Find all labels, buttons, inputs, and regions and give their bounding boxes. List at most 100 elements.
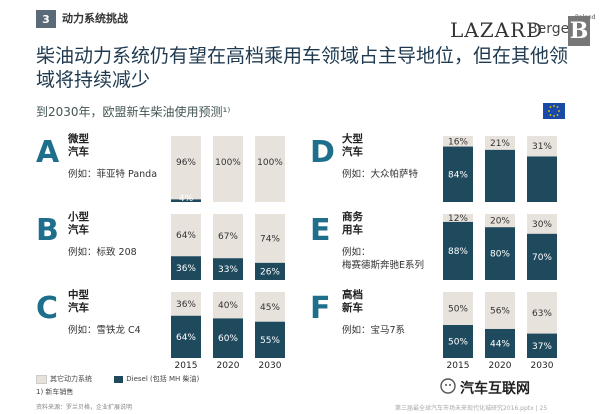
roland-berger-logo-mark: B	[568, 16, 590, 46]
label-diesel-b-2015: 36%	[176, 264, 196, 274]
panel-title-line2-a: 汽车	[68, 145, 89, 158]
bar-other-d-2030	[527, 136, 557, 157]
label-other-b-2020: 67%	[218, 232, 238, 242]
bar-diesel-e-2015	[443, 221, 473, 280]
bar-other-b-2030	[255, 214, 285, 263]
label-diesel-f-2030: 37%	[532, 342, 552, 352]
label-other-d-2020: 21%	[490, 139, 510, 149]
panel-title-line1-a: 微型	[67, 132, 89, 145]
bar-other-a-2020	[213, 136, 243, 202]
label-diesel-e-2030: 70%	[532, 253, 552, 263]
panel-example-b: 例如：标致 208	[68, 246, 137, 258]
label-diesel-c-2020: 60%	[218, 334, 238, 344]
label-diesel-b-2020: 33%	[218, 265, 238, 275]
chart-legend: 其它动力系统 Diesel (包括 MH 柴油) 1) 新车销售	[36, 374, 596, 404]
panel-example-c: 例如：雪铁龙 C4	[68, 324, 141, 336]
label-other-d-2030: 31%	[532, 142, 552, 152]
bar-other-b-2015	[171, 214, 201, 257]
bar-diesel-c-2030	[255, 321, 285, 358]
bar-other-a-2015	[171, 136, 201, 200]
legend-swatch-diesel	[114, 375, 124, 383]
panel-title-line2-e: 用车	[341, 223, 363, 236]
legend-swatch-other	[36, 374, 47, 384]
bar-diesel-b-2015	[171, 256, 201, 280]
bar-diesel-b-2020	[213, 258, 243, 280]
footer-text: 第三届最全球汽车市场未来现代化城研究2016.pptx | 25	[395, 405, 548, 412]
label-other-f-2030: 63%	[532, 309, 552, 319]
section-title: 动力系统挑战	[62, 12, 128, 25]
panel-letter-f: F	[310, 291, 331, 326]
bar-diesel-b-2030	[255, 262, 285, 280]
label-diesel-e-2020: 80%	[490, 250, 510, 260]
panel-title-line2-c: 汽车	[68, 301, 89, 314]
section-number-badge: 3	[36, 10, 56, 28]
label-diesel-f-2015: 50%	[448, 338, 468, 348]
label-other-b-2030: 74%	[260, 234, 280, 244]
panel-letter-b: B	[36, 213, 59, 248]
bar-diesel-c-2020	[213, 318, 243, 358]
label-diesel-b-2030: 26%	[260, 267, 280, 277]
panel-title-line1-e: 商务	[342, 210, 363, 223]
label-other-d-2015: 16%	[448, 137, 468, 147]
panel-letter-e: E	[310, 213, 331, 248]
label-other-a-2020: 100%	[215, 158, 241, 168]
label-other-f-2015: 50%	[448, 305, 468, 315]
panel-title-line2-f: 新车	[342, 301, 363, 314]
panel-letter-d: D	[310, 135, 335, 170]
legend-label-diesel: Diesel (包括 MH 柴油)	[126, 375, 200, 383]
bar-other-f-2020	[485, 292, 515, 329]
bar-other-b-2020	[213, 214, 243, 259]
panel-title-line2-b: 汽车	[68, 223, 89, 236]
bar-other-a-2030	[255, 136, 285, 202]
bar-other-f-2015	[443, 292, 473, 325]
label-diesel-f-2020: 44%	[490, 339, 510, 349]
chart-subtitle: 到2030年，欧盟新车柴油使用预测¹⁾	[36, 105, 231, 119]
label-other-e-2020: 20%	[490, 217, 510, 227]
eu-flag-icon	[543, 103, 565, 119]
bar-diesel-d-2020	[485, 149, 515, 202]
label-diesel-a-2015: 4%	[179, 194, 194, 204]
bar-diesel-f-2030	[527, 333, 557, 358]
year-label-right-2020: 2020	[489, 361, 512, 371]
bar-diesel-a-2015	[171, 199, 201, 202]
year-label-right-2015: 2015	[447, 361, 470, 371]
legend-item-other: 其它动力系统	[36, 374, 94, 384]
legend-footnote: 1) 新车销售	[36, 388, 74, 396]
bar-other-c-2020	[213, 292, 243, 319]
bar-other-e-2015	[443, 214, 473, 222]
label-other-a-2015: 96%	[176, 158, 196, 168]
panel-letter-a: A	[36, 135, 60, 170]
label-other-b-2015: 64%	[176, 231, 196, 241]
bar-diesel-e-2030	[527, 233, 557, 280]
bar-other-d-2020	[485, 136, 515, 150]
label-other-f-2020: 56%	[490, 306, 510, 316]
panel-title-line2-d: 汽车	[342, 145, 363, 158]
bar-diesel-e-2020	[485, 227, 515, 280]
year-label-left-2030: 2030	[259, 361, 282, 371]
panel-example-e: 例如：	[342, 246, 371, 258]
bar-diesel-d-2015	[443, 146, 473, 202]
bar-other-d-2015	[443, 136, 473, 147]
roland-berger-logo-text: Berger	[528, 21, 575, 37]
bar-diesel-f-2015	[443, 325, 473, 358]
lazard-logo: LAZARD	[450, 18, 544, 42]
panel-example2-e: 梅赛德斯奔驰E系列	[342, 259, 424, 271]
label-other-c-2015: 36%	[176, 300, 196, 310]
panel-example-d: 例如：大众帕萨特	[342, 168, 419, 180]
year-label-right-2030: 2030	[531, 361, 554, 371]
label-diesel-c-2015: 64%	[176, 333, 196, 343]
bar-other-f-2030	[527, 292, 557, 334]
label-other-c-2020: 40%	[218, 301, 238, 311]
label-diesel-c-2030: 55%	[260, 336, 280, 346]
bar-diesel-d-2030	[527, 156, 557, 202]
panel-title-line1-d: 大型	[342, 132, 363, 145]
watermark-text: 汽车互联网	[460, 381, 530, 397]
panel-title-line1-b: 小型	[67, 210, 89, 223]
legend-label-other: 其它动力系统	[50, 375, 92, 383]
label-other-e-2015: 12%	[448, 214, 468, 224]
bar-other-c-2030	[255, 292, 285, 322]
label-diesel-e-2015: 88%	[448, 247, 468, 257]
panel-example-f: 例如：宝马7系	[342, 324, 405, 336]
label-diesel-d-2015: 84%	[448, 170, 468, 180]
